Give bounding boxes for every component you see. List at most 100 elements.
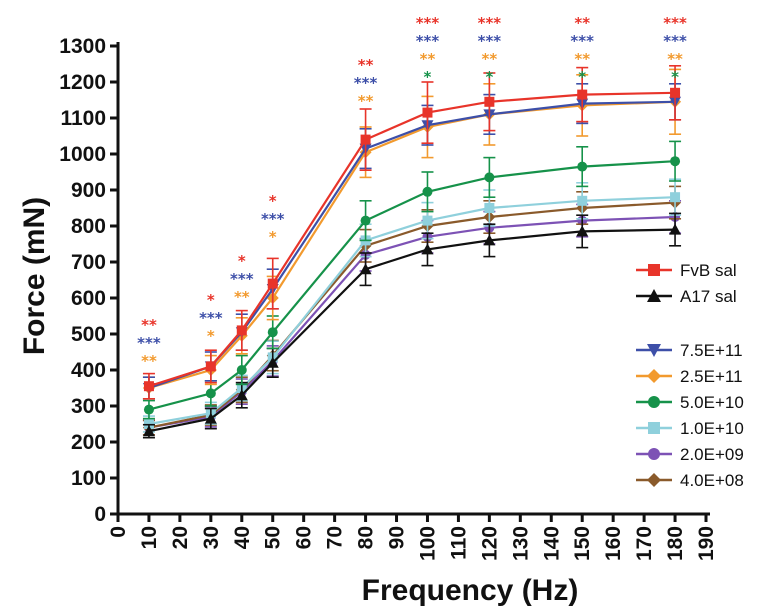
data-point: [670, 156, 681, 167]
x-tick-label: 120: [478, 526, 501, 561]
x-tick-label: 170: [633, 526, 656, 561]
data-point: [421, 243, 434, 255]
data-point: [205, 361, 216, 372]
legend-label: 1.0E+10: [680, 419, 744, 438]
x-tick-label: 150: [571, 526, 594, 561]
significance-group: *********: [416, 14, 440, 86]
x-tick-label: 80: [355, 526, 378, 549]
x-tick-label: 60: [293, 526, 316, 549]
significance-stars: **: [234, 288, 250, 306]
significance-stars: **: [141, 352, 157, 370]
y-tick-label: 0: [94, 503, 106, 526]
data-point: [422, 107, 433, 118]
data-point: [266, 356, 279, 368]
significance-stars: ***: [137, 334, 161, 352]
x-tick-label: 100: [416, 526, 439, 561]
data-point: [267, 278, 278, 289]
significance-stars: ***: [663, 32, 687, 50]
legend-marker: [647, 344, 661, 357]
significance-group: *******: [354, 56, 378, 110]
data-point: [143, 404, 154, 415]
x-tick-label: 110: [447, 526, 470, 560]
significance-stars: ***: [199, 309, 223, 327]
x-tick-label: 180: [664, 526, 687, 561]
error-bars: [142, 200, 682, 436]
significance-stars: *: [269, 228, 277, 246]
y-tick-label: 1000: [59, 143, 106, 166]
y-tick-label: 700: [71, 251, 106, 274]
significance-stars: **: [420, 50, 436, 68]
x-tick-label: 40: [231, 526, 254, 549]
series-1: [142, 65, 682, 400]
significance-stars: ***: [261, 210, 285, 228]
data-point: [360, 134, 371, 145]
significance-stars: **: [358, 92, 374, 110]
significance-stars: ***: [230, 270, 254, 288]
legend-item: FvB sal: [636, 261, 737, 280]
legend-marker: [648, 448, 660, 460]
series-8: [142, 185, 682, 436]
x-tick-label: 10: [138, 526, 161, 549]
y-tick-label: 100: [71, 467, 106, 490]
legend-item: 5.0E+10: [636, 393, 744, 412]
y-tick-label: 800: [71, 215, 106, 238]
legend-marker: [648, 422, 660, 434]
y-tick-label: 900: [71, 179, 106, 202]
data-point: [236, 325, 247, 336]
legend-label: 2.0E+09: [680, 445, 744, 464]
legend-label: A17 sal: [680, 287, 737, 306]
significance-group: *****: [199, 291, 223, 345]
legend-item: 1.0E+10: [636, 419, 744, 438]
significance-group: ******: [230, 252, 254, 306]
data-point: [670, 192, 681, 203]
significance-stars: **: [482, 50, 498, 68]
x-tick-label: 70: [324, 526, 347, 549]
data-point: [236, 365, 247, 375]
significance-stars: ***: [478, 32, 502, 50]
significance-stars: *: [207, 327, 215, 345]
legend-marker: [647, 369, 661, 383]
series-line: [148, 215, 676, 429]
legend-item: 2.5E+11: [636, 367, 743, 386]
significance-group: ********: [570, 14, 594, 86]
data-point: [235, 389, 248, 401]
significance-stars: *: [485, 68, 493, 86]
significance-stars: **: [574, 50, 590, 68]
significance-group: *********: [663, 14, 687, 86]
data-point: [484, 203, 495, 213]
error-bars: [142, 178, 682, 433]
significance-stars: **: [358, 56, 374, 74]
series-line: [148, 91, 676, 388]
data-point: [359, 263, 372, 275]
y-tick-label: 300: [71, 395, 106, 418]
series-5: [142, 140, 682, 420]
data-point: [669, 223, 682, 235]
data-point: [143, 381, 154, 392]
data-point: [204, 412, 217, 424]
y-tick-label: 1100: [60, 107, 106, 130]
series-6: [142, 178, 682, 433]
significance-group: *********: [478, 14, 502, 86]
x-tick-label: 130: [509, 526, 532, 561]
axes: 0100200300400500600700800900100011001200…: [59, 35, 718, 561]
x-tick-label: 190: [695, 526, 718, 561]
x-tick-label: 160: [602, 526, 625, 561]
x-tick-label: 30: [200, 526, 223, 549]
x-ticks: 0 10 20 30 40 50 60 70 80 90 100 110 120 130 140 150 160…: [107, 514, 718, 561]
significance-annotations: ****************************************…: [137, 14, 687, 370]
series-layer: [142, 65, 682, 439]
error-bars: [142, 140, 682, 420]
legend-marker: [648, 396, 660, 408]
significance-group: *****: [261, 192, 285, 246]
significance-stars: ***: [354, 74, 378, 92]
significance-stars: ***: [570, 32, 594, 50]
data-point: [484, 96, 495, 107]
significance-stars: *: [269, 192, 277, 210]
significance-stars: *: [578, 68, 586, 86]
significance-stars: **: [141, 316, 157, 334]
legend-label: 4.0E+08: [680, 471, 744, 490]
data-point: [577, 195, 588, 206]
legend-marker: [648, 264, 660, 276]
y-tick-label: 600: [71, 287, 106, 310]
data-point: [670, 87, 681, 98]
